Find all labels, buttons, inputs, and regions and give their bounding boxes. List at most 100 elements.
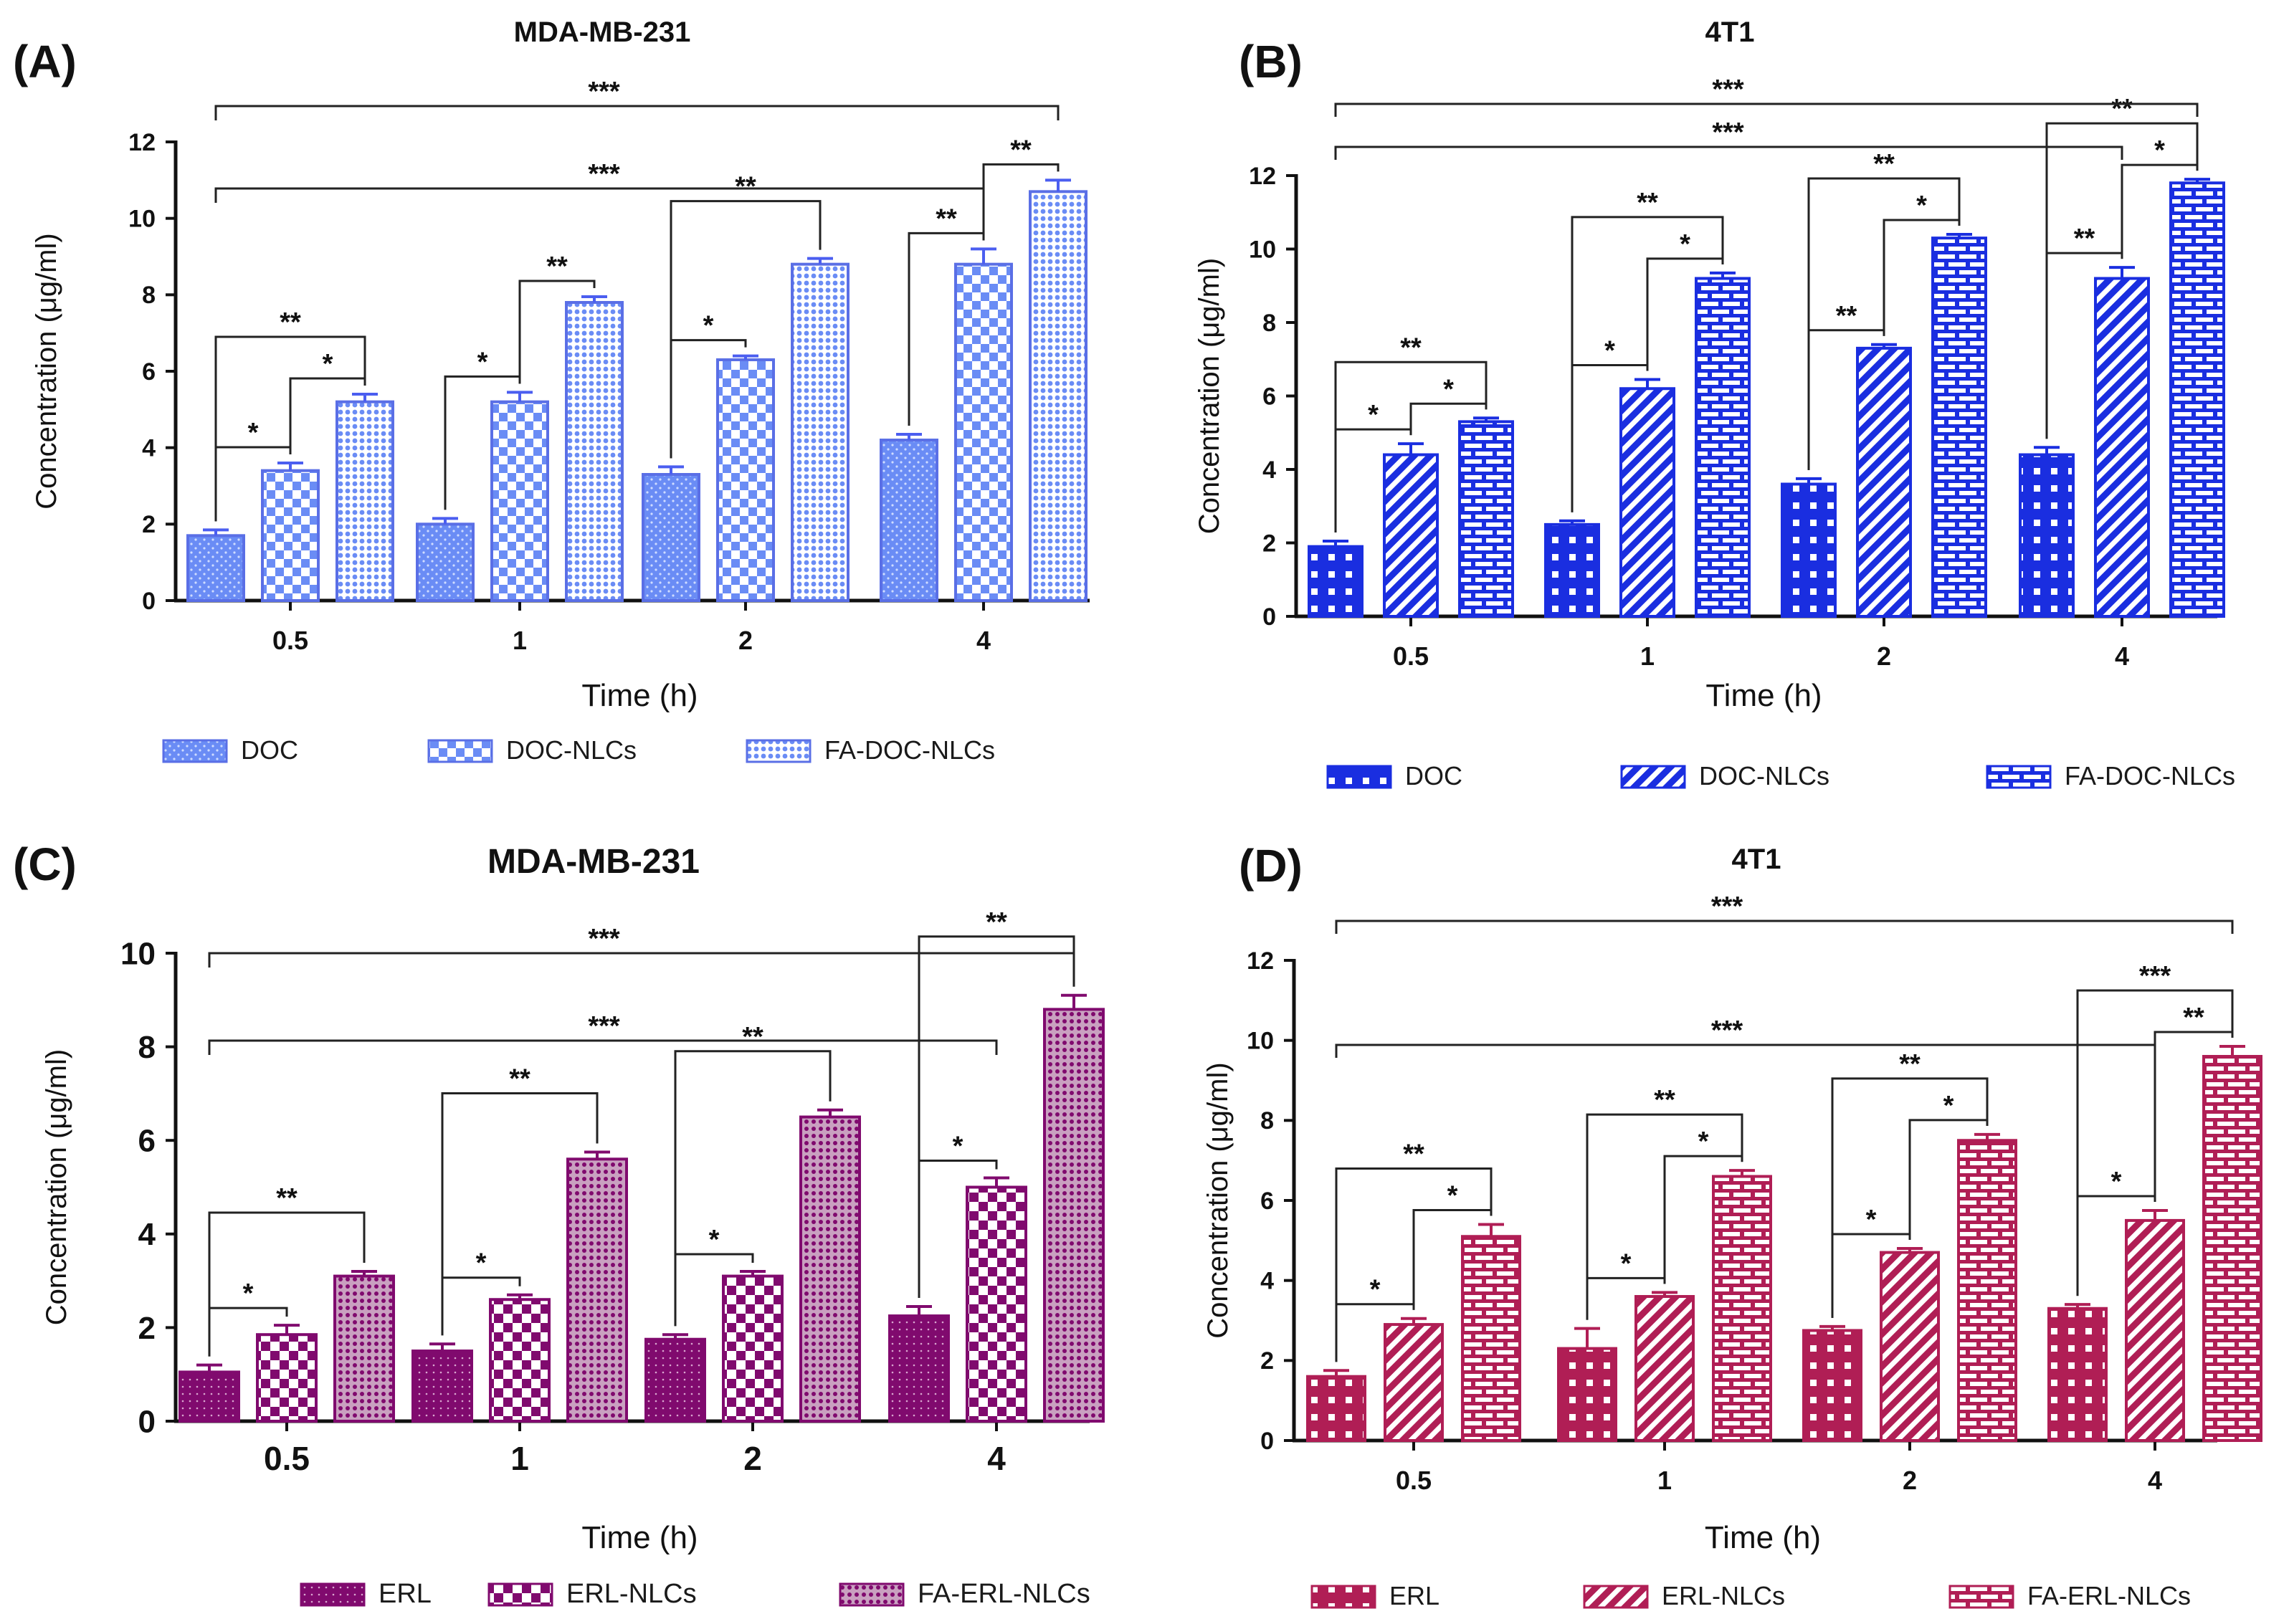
y-tick-label: 6 [1262,383,1276,410]
significance-bracket [1831,1077,1989,1318]
span-bracket-label: *** [588,924,620,954]
y-axis-label: Concentration (μg/ml) [1202,1062,1234,1338]
significance-bracket-label: * [1943,1091,1954,1121]
bar-erl-nlcs-1 [1634,1295,1695,1442]
chart-title: MDA-MB-231 [487,843,700,881]
bar-doc-nlcs-2 [1856,346,1912,618]
legend-item: FA-ERL-NLCs [839,1579,1090,1609]
legend-item: FA-DOC-NLCs [746,735,995,765]
bar-doc-2 [642,473,700,602]
y-tick-label: 12 [1247,947,1274,975]
significance-bracket-label: ** [1403,1140,1424,1170]
y-tick-label: 2 [138,1311,156,1346]
x-tick-label: 4 [976,626,991,655]
y-tick-label: 2 [1262,530,1276,557]
bar-doc-0.5 [1308,545,1364,618]
bar-doc-1 [1544,522,1600,618]
bar-erl-nlcs-2 [1880,1251,1940,1443]
y-tick-label: 6 [142,358,156,386]
significance-bracket-label: *** [2139,961,2171,991]
y-tick-label: 8 [142,282,156,309]
significance-bracket [1334,360,1488,532]
significance-bracket-label: ** [2111,94,2133,124]
significance-bracket-label: * [1866,1205,1877,1235]
significance-bracket-label: * [953,1131,963,1161]
bar-erl-nlcs-0.5 [1384,1323,1444,1443]
significance-bracket-label: * [1698,1127,1709,1157]
significance-bracket-label: ** [546,252,568,282]
bar-doc-nlcs-0.5 [1383,453,1439,618]
chart-title: 4T1 [1705,16,1755,48]
legend-item: ERL-NLCs [487,1579,697,1609]
bar-doc-0.5 [186,534,245,602]
x-tick-label: 2 [738,626,753,655]
legend-swatch [839,1582,905,1607]
bar-doc-nlcs-2 [716,358,775,602]
bar-erl-0.5 [1306,1375,1366,1442]
y-tick-label: 4 [142,435,156,462]
bar-fa-doc-nlcs-1 [565,301,624,602]
significance-bracket-label: * [1604,335,1615,366]
span-bracket-label: *** [1711,1016,1743,1046]
legend-item: DOC-NLCs [427,735,637,765]
legend-item: FA-DOC-NLCs [1986,761,2235,790]
significance-bracket-label: ** [1899,1049,1921,1079]
bar-fa-erl-nlcs-1 [566,1157,628,1423]
legend-swatch [487,1582,553,1607]
legend-swatch [427,739,493,763]
span-bracket-label: *** [588,77,620,107]
bar-fa-doc-nlcs-4 [1029,190,1088,603]
legend-label: DOC-NLCs [506,735,637,765]
legend-label: DOC-NLCs [1699,761,1829,790]
y-tick-label: 0 [138,1404,156,1439]
bar-erl-nlcs-4 [966,1185,1027,1423]
bar-doc-4 [2019,453,2075,618]
bar-doc-nlcs-4 [954,262,1013,602]
x-tick-label: 0.5 [1396,1466,1432,1495]
panel-c: (C) MDA-MB-231 0 2 4 6 8 10 0.5 1 2 4 Time (h) Concen… [13,839,1105,1609]
significance-bracket-label: ** [2183,1003,2204,1033]
legend-label: DOC [241,735,298,765]
x-tick-label: 2 [1877,641,1891,671]
legend-swatch [1310,1585,1376,1609]
y-axis-label: Concentration (μg/ml) [31,233,62,509]
span-bracket [1335,920,2234,934]
y-tick-label: 10 [1247,1028,1274,1055]
span-bracket [1335,1043,2156,1058]
y-tick-label: 2 [1260,1347,1274,1375]
significance-bracket-label: * [243,1279,254,1309]
span-bracket [1334,102,2199,117]
chart-title: MDA-MB-231 [514,16,691,48]
significance-bracket-label: ** [735,172,756,202]
x-tick-label: 1 [510,1440,529,1477]
panel-label: (D) [1239,840,1303,892]
span-bracket-label: *** [588,159,620,189]
significance-bracket-label: * [1370,1275,1381,1305]
significance-bracket-label: * [1368,400,1379,430]
significance-bracket [441,1092,599,1336]
span-bracket-label: *** [1712,118,1744,148]
significance-bracket-label: * [1680,229,1690,259]
x-tick-label: 1 [513,626,527,655]
legend-item: DOC [1326,761,1462,790]
chart-title: 4T1 [1732,844,1781,875]
x-tick-label: 2 [1903,1466,1917,1495]
x-tick-label: 4 [987,1440,1006,1477]
significance-bracket-label: * [476,1248,487,1279]
y-tick-label: 2 [142,511,156,538]
significance-bracket-label: ** [1873,149,1895,179]
legend-label: FA-ERL-NLCs [2027,1581,2191,1610]
y-tick-label: 8 [138,1030,156,1065]
y-axis-label: Concentration (μg/ml) [1194,258,1225,534]
x-tick-label: 1 [1657,1466,1672,1495]
significance-bracket-label: * [709,1225,720,1255]
y-tick-label: 4 [138,1217,156,1252]
bar-doc-nlcs-0.5 [261,469,320,603]
legend-swatch [746,739,812,763]
x-tick-label: 0.5 [272,626,308,655]
legend-swatch [1948,1585,2014,1609]
bar-fa-doc-nlcs-1 [1695,277,1751,618]
y-tick-label: 8 [1262,310,1276,337]
